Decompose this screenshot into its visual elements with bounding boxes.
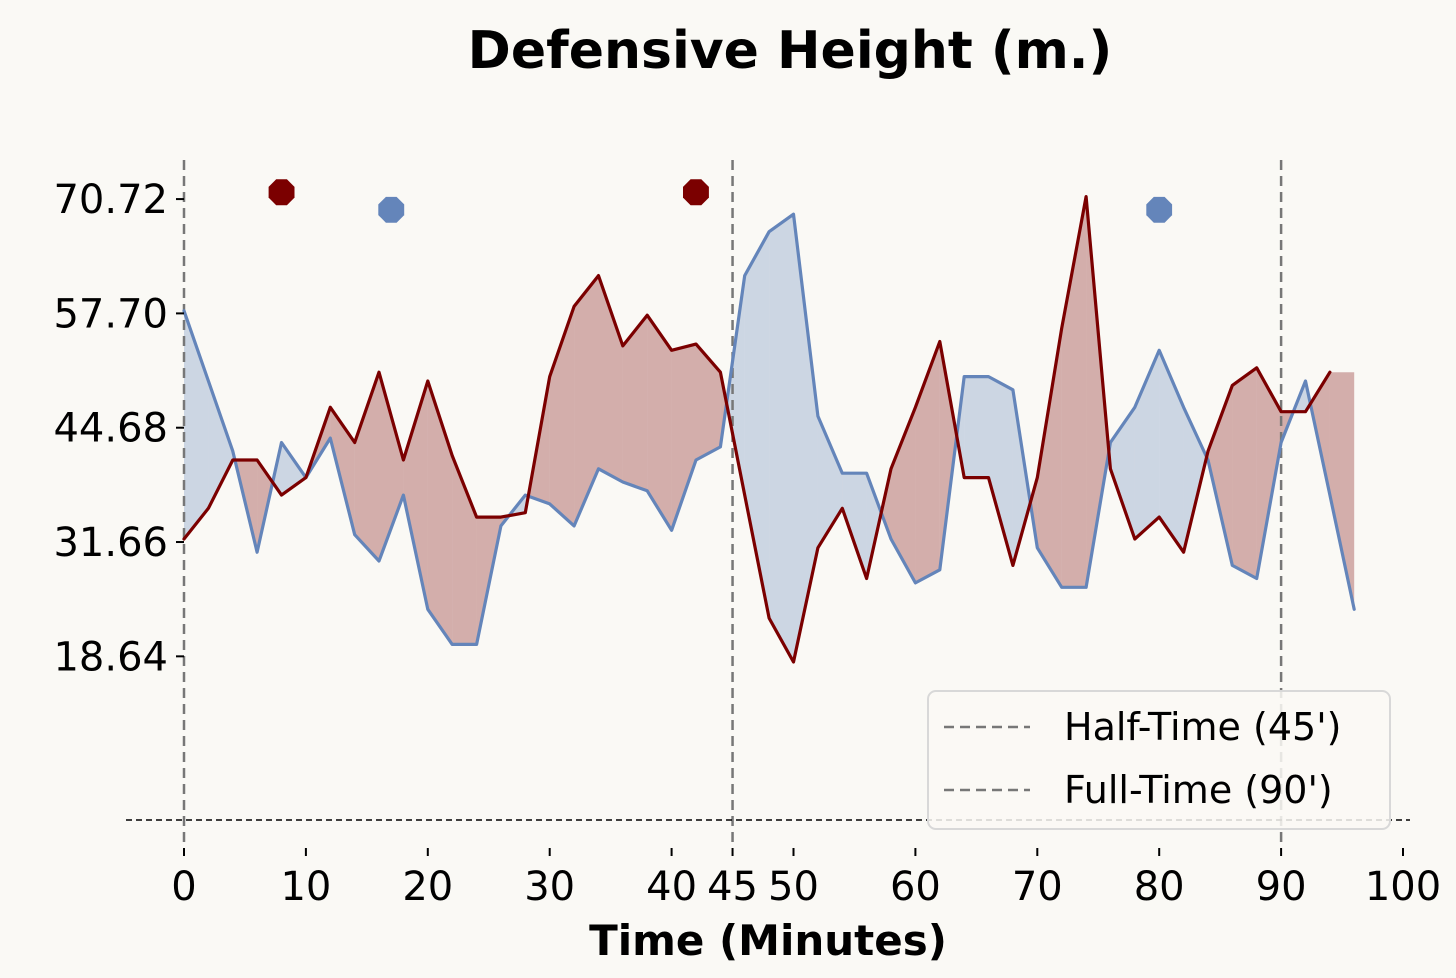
fill-band (622, 315, 648, 491)
x-tick-label: 20 (402, 864, 453, 910)
x-axis-label: Time (Minutes) (589, 916, 947, 965)
fill-band (817, 416, 843, 548)
fill-band (726, 275, 745, 496)
x-tick-label: 70 (1012, 864, 1063, 910)
fill-band (598, 275, 623, 482)
fill-band (1310, 372, 1330, 496)
x-tick-label: 100 (1365, 864, 1441, 910)
y-tick-label: 31.66 (53, 520, 168, 566)
fill-band (891, 407, 916, 583)
legend-frame (927, 690, 1391, 830)
x-tick-label: 30 (524, 864, 575, 910)
fill-band (1183, 407, 1207, 553)
fill-band (1061, 196, 1087, 588)
event-marker (1146, 196, 1173, 223)
x-tick-label: 0 (171, 864, 196, 910)
y-tick-label: 44.68 (53, 406, 168, 452)
fill-band (1329, 372, 1355, 610)
legend-full-time-label: Full-Time (90') (1064, 768, 1333, 812)
fill-band (1012, 389, 1031, 566)
fill-band (1134, 350, 1160, 539)
fill-band (988, 376, 1013, 566)
fill-band (671, 344, 696, 531)
fill-band (769, 214, 794, 662)
fill-band (793, 214, 818, 662)
y-tick-label: 18.64 (53, 634, 168, 680)
fill-band (574, 275, 599, 526)
x-tick-label: 45 (707, 864, 758, 910)
fill-band (1159, 350, 1184, 553)
legend-half-time-label: Half-Time (45') (1064, 705, 1341, 749)
fill-band (208, 381, 233, 509)
series-line-red (182, 195, 1332, 664)
fill-band (403, 381, 428, 610)
x-tick-label: 90 (1256, 864, 1307, 910)
event-marker (268, 179, 295, 206)
fill-band (1208, 385, 1233, 566)
series-line-blue (182, 212, 1356, 646)
y-tick-label: 70.72 (53, 177, 168, 223)
fill-band (915, 341, 940, 583)
chart-title: Defensive Height (m.) (468, 21, 1113, 81)
fill-band (647, 315, 672, 531)
fill-band (1086, 196, 1109, 588)
fill-band (939, 341, 957, 570)
fill-band (1232, 367, 1257, 579)
fill-band (696, 344, 721, 460)
event-marker (683, 179, 709, 206)
fill-band (964, 376, 989, 478)
legend: Half-Time (45') Full-Time (90') (927, 690, 1391, 830)
x-tick-label: 10 (280, 864, 331, 910)
fill-band (842, 473, 867, 579)
plot-area: 18.64 31.66 44.68 57.70 70.72 0 10 20 30 40 45 50 60… (53, 160, 1441, 910)
event-marker (378, 196, 405, 223)
fill-band (1037, 328, 1062, 588)
fill-band (354, 372, 379, 561)
x-tick-label: 40 (646, 864, 697, 910)
x-tick-label: 50 (768, 864, 819, 910)
fill-band (1256, 367, 1282, 579)
fill-band (427, 381, 453, 645)
fill-band (330, 407, 355, 535)
fill-band (1110, 407, 1135, 539)
x-tick-label: 80 (1134, 864, 1185, 910)
y-tick-label: 57.70 (53, 291, 168, 337)
fill-band (866, 473, 882, 579)
fill-band (379, 372, 404, 561)
x-tick-label: 60 (890, 864, 941, 910)
